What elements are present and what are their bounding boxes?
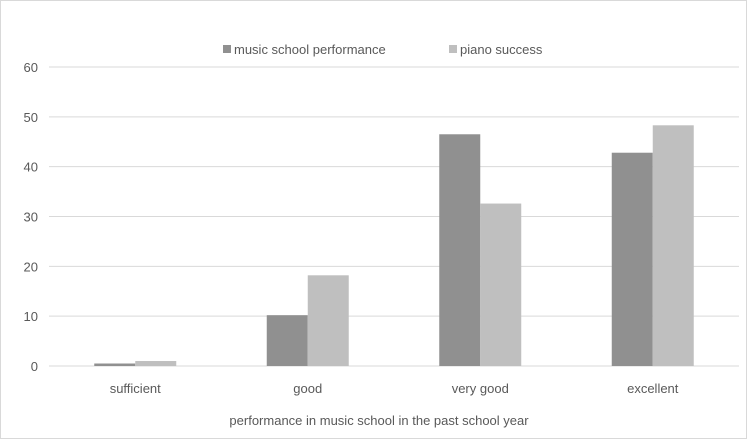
y-tick-label: 0	[31, 359, 38, 374]
bar-excellent-piano-success	[652, 125, 694, 367]
legend: music school performance piano success	[223, 42, 543, 57]
x-axis-title: performance in music school in the past …	[229, 413, 529, 428]
legend-swatch-music-school-performance	[223, 45, 231, 53]
y-axis-ticks: 0 10 20 30 40 50 60	[24, 60, 38, 374]
x-category-label: sufficient	[110, 381, 161, 396]
bar-excellent-music-school-performance	[611, 152, 653, 366]
x-axis-categories: sufficient good very good excellent	[110, 381, 679, 396]
legend-swatch-piano-success	[449, 45, 457, 53]
y-tick-label: 50	[24, 110, 38, 125]
bar-good-piano-success	[307, 275, 349, 366]
x-category-label: excellent	[627, 381, 679, 396]
y-tick-label: 10	[24, 309, 38, 324]
bar-very-good-piano-success	[480, 203, 522, 366]
x-category-label: very good	[452, 381, 509, 396]
y-tick-label: 30	[24, 210, 38, 225]
bar-very-good-music-school-performance	[439, 134, 481, 366]
legend-label-piano-success: piano success	[460, 42, 543, 57]
y-tick-label: 60	[24, 60, 38, 75]
gridlines	[49, 66, 739, 367]
x-category-label: good	[293, 381, 322, 396]
legend-label-music-school-performance: music school performance	[234, 42, 386, 57]
bar-sufficient-piano-success	[135, 361, 177, 366]
bars	[94, 125, 694, 367]
y-tick-label: 20	[24, 259, 38, 274]
y-tick-label: 40	[24, 160, 38, 175]
bar-sufficient-music-school-performance	[94, 363, 136, 366]
bar-good-music-school-performance	[266, 315, 308, 366]
